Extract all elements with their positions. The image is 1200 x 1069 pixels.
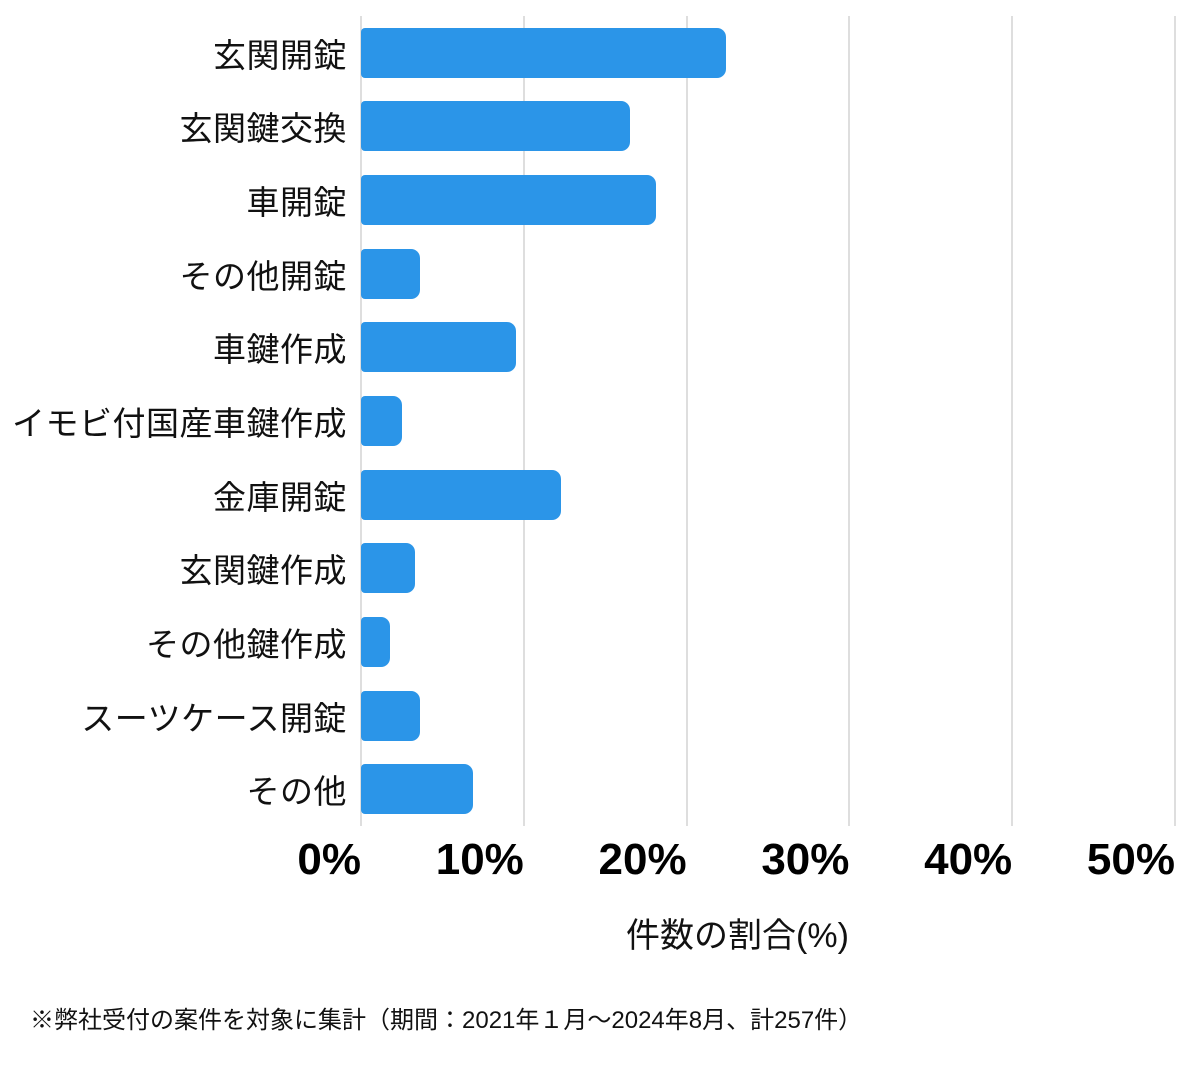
footnote: ※弊社受付の案件を対象に集計（期間：2021年１月～2024年8月、計257件） <box>30 1007 863 1034</box>
x-axis-title: 件数の割合(%) <box>626 917 849 955</box>
gridline <box>1011 16 1014 826</box>
bar <box>361 396 402 447</box>
gridline <box>522 16 525 826</box>
category-label: 車鍵作成 <box>213 331 347 369</box>
category-label: その他鍵作成 <box>146 625 347 663</box>
gridline <box>1174 16 1176 826</box>
plot-area <box>360 16 1176 826</box>
x-axis-tick-labels: 0% 10% 20% 30% 40% 50% <box>297 835 1175 888</box>
tick-label: 20% <box>598 835 687 884</box>
category-label: イモビ付国産車鍵作成 <box>12 405 347 442</box>
bar <box>361 690 420 741</box>
category-label: スーツケース開錠 <box>81 699 347 737</box>
gridline <box>848 16 851 826</box>
category-label: 玄関鍵交換 <box>179 110 347 148</box>
category-label: 金庫開錠 <box>213 478 347 516</box>
bar <box>361 101 630 152</box>
bar <box>361 764 474 815</box>
category-label: 玄関開錠 <box>213 36 347 74</box>
category-axis: 玄関開錠玄関鍵交換車開錠その他開錠車鍵作成イモビ付国産車鍵作成金庫開錠玄関鍵作成… <box>0 16 347 826</box>
bar <box>361 175 656 226</box>
bar <box>361 248 420 299</box>
category-label: 車開錠 <box>246 184 347 222</box>
tick-label: 30% <box>761 835 850 884</box>
category-label: その他 <box>246 773 347 811</box>
gridline <box>685 16 688 826</box>
bar <box>361 616 391 667</box>
category-label: その他開錠 <box>179 257 347 295</box>
category-label: 玄関鍵作成 <box>179 552 347 590</box>
bar <box>361 469 562 520</box>
bar <box>361 543 415 594</box>
tick-label: 50% <box>1086 835 1175 884</box>
tick-label: 0% <box>297 835 361 884</box>
tick-label: 10% <box>435 835 524 884</box>
bar <box>361 27 726 78</box>
bar <box>361 322 516 373</box>
tick-label: 40% <box>924 835 1013 884</box>
